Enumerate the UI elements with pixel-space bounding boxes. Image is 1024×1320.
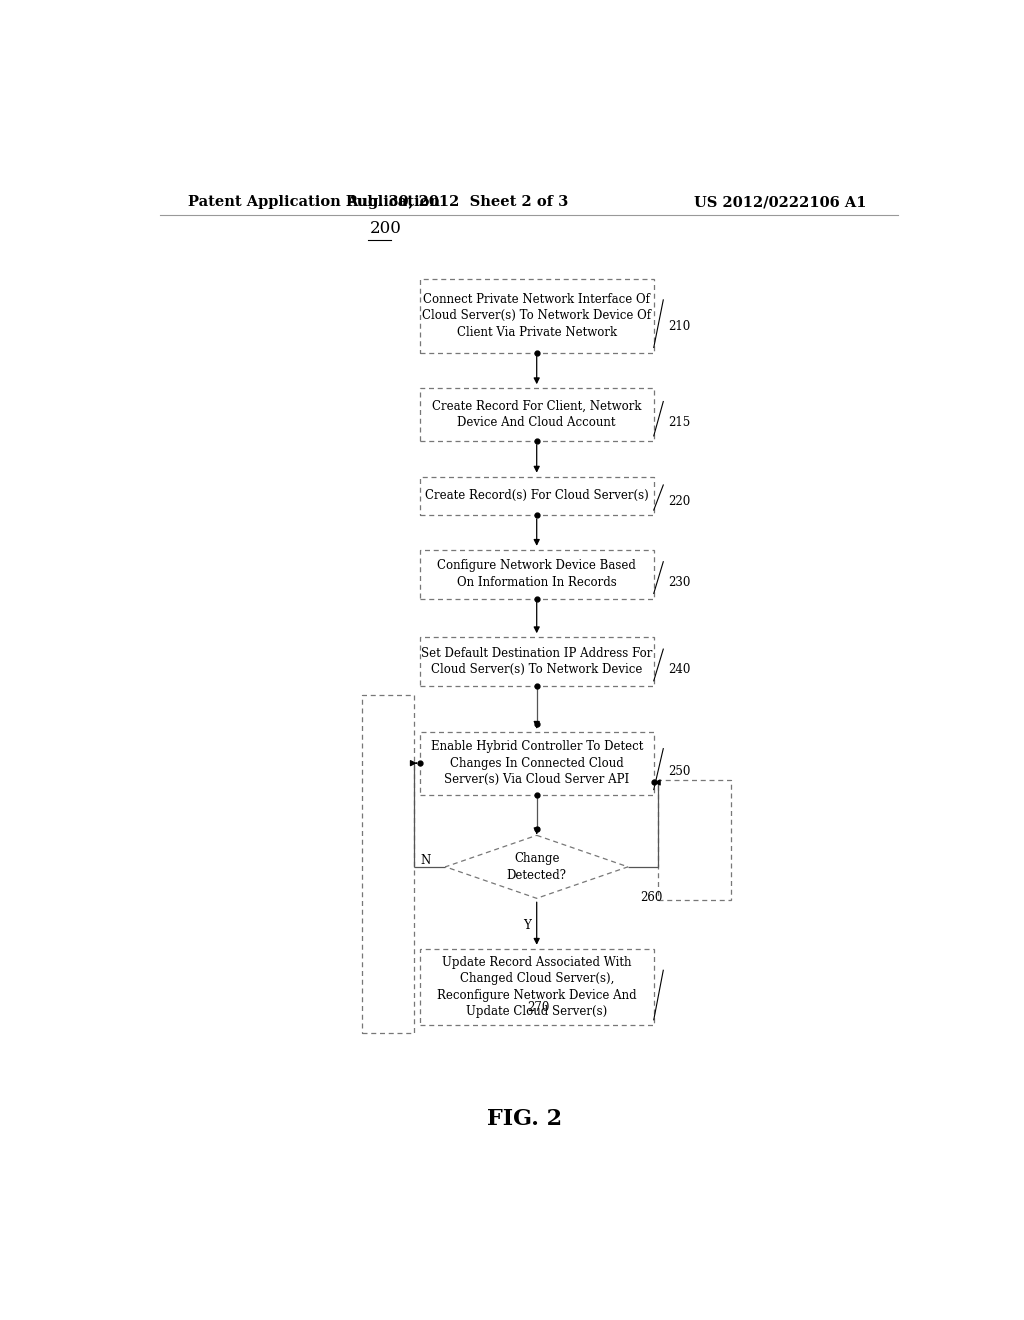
Bar [658,780,731,900]
Text: US 2012/0222106 A1: US 2012/0222106 A1 [693,195,866,209]
Text: Patent Application Publication: Patent Application Publication [187,195,439,209]
Bar [420,549,653,598]
Text: Set Default Destination IP Address For
Cloud Server(s) To Network Device: Set Default Destination IP Address For C… [421,647,652,676]
Text: 250: 250 [668,764,690,777]
Text: N: N [421,854,431,867]
Bar [420,949,653,1024]
Text: 270: 270 [526,1001,549,1014]
Bar [420,280,653,352]
Bar [420,388,653,441]
Text: 200: 200 [370,219,402,236]
Bar [420,731,653,795]
Text: Configure Network Device Based
On Information In Records: Configure Network Device Based On Inform… [437,560,636,589]
Text: Change
Detected?: Change Detected? [507,853,566,882]
Text: 210: 210 [668,319,690,333]
Text: Create Record For Client, Network
Device And Cloud Account: Create Record For Client, Network Device… [432,400,641,429]
Text: Connect Private Network Interface Of
Cloud Server(s) To Network Device Of
Client: Connect Private Network Interface Of Clo… [422,293,651,339]
Text: Create Record(s) For Cloud Server(s): Create Record(s) For Cloud Server(s) [425,490,648,503]
Bar [362,696,414,1032]
Text: Aug. 30, 2012  Sheet 2 of 3: Aug. 30, 2012 Sheet 2 of 3 [346,195,568,209]
Text: Y: Y [523,919,531,932]
Bar [420,638,653,686]
Polygon shape [445,836,628,899]
Text: Enable Hybrid Controller To Detect
Changes In Connected Cloud
Server(s) Via Clou: Enable Hybrid Controller To Detect Chang… [430,741,643,787]
Bar [420,477,653,515]
Text: 230: 230 [668,576,690,589]
Text: 240: 240 [668,663,690,676]
Text: FIG. 2: FIG. 2 [487,1107,562,1130]
Text: 220: 220 [668,495,690,508]
Text: 260: 260 [640,891,663,904]
Text: Update Record Associated With
Changed Cloud Server(s),
Reconfigure Network Devic: Update Record Associated With Changed Cl… [437,956,637,1018]
Text: 215: 215 [668,416,690,429]
